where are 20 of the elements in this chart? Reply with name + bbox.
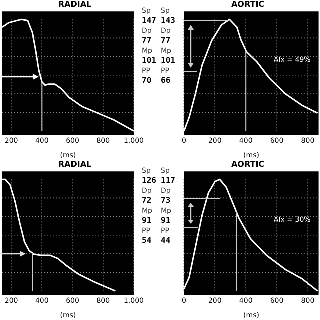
text: 66 bbox=[161, 76, 172, 86]
text: 73 bbox=[161, 196, 172, 206]
text: 91 bbox=[142, 216, 153, 226]
text: 147 bbox=[142, 16, 156, 26]
text: 126 bbox=[142, 176, 156, 186]
text: 77 bbox=[142, 36, 153, 46]
text: 44 bbox=[161, 236, 172, 246]
text: 143 bbox=[161, 16, 176, 26]
chart-title: AORTIC bbox=[231, 160, 265, 169]
chart-title: RADIAL bbox=[58, 0, 92, 9]
chart-title: RADIAL bbox=[58, 160, 92, 169]
text: 101 bbox=[161, 56, 176, 66]
text: 101 bbox=[142, 56, 156, 66]
text: 72 bbox=[142, 196, 153, 206]
text: 77 bbox=[161, 36, 172, 46]
text: 117 bbox=[161, 176, 176, 186]
text: 54 bbox=[142, 236, 153, 246]
text: 70 bbox=[142, 76, 153, 86]
chart-title: AORTIC bbox=[231, 0, 265, 9]
text: 91 bbox=[161, 216, 172, 226]
